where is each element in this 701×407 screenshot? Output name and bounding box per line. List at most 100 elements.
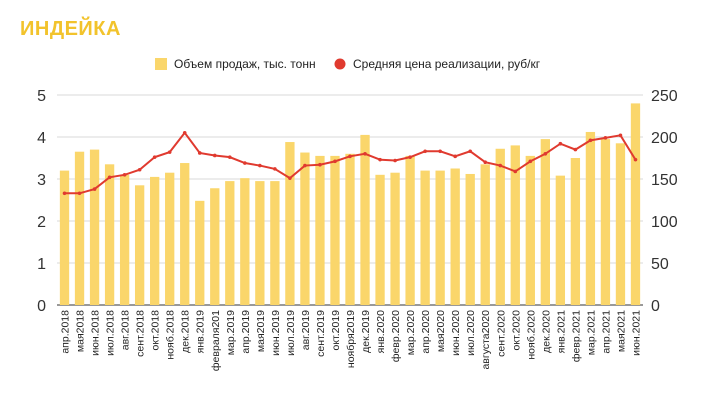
category-label: июл.2019 [285,310,297,356]
category-label: авг.2018 [120,310,132,350]
bar [375,174,385,305]
bar [255,181,265,305]
category-label: августа2020 [480,310,492,370]
line-point [243,161,247,165]
bar [165,172,175,305]
bar [540,139,550,305]
right-axis-ticks: 0 50 100 150 200 250 [651,88,678,315]
bar [450,168,460,305]
bar [585,131,596,305]
bar [270,181,280,305]
line-point [543,152,548,156]
legend: Объем продаж, тыс. тонн Средняя цена реа… [155,57,541,71]
category-label: апр.2019 [240,310,252,354]
category-label: окт.2018 [150,310,162,351]
bar [465,173,475,305]
legend-line-label: Средняя цена реализации, руб/кг [353,57,541,71]
category-label: янв.2021 [555,310,567,353]
line-point [288,176,292,180]
line-point [363,152,367,156]
category-label: июн.2020 [450,310,462,356]
line-point [348,154,352,159]
legend-bar-swatch [155,58,167,70]
bar [180,163,190,305]
left-axis-ticks: 0 1 2 3 4 5 [37,88,46,315]
bar [345,153,355,305]
bar [134,185,145,305]
left-axis-tick-label: 3 [37,172,46,189]
bar [150,176,160,305]
bar [405,155,415,305]
bar [240,178,250,305]
line-point [212,153,217,158]
right-axis-tick-label: 150 [651,172,678,189]
line-point [603,136,608,140]
line-point [303,163,307,168]
line-point [528,159,533,164]
category-label: авг.2019 [300,310,312,350]
line-point [182,131,187,135]
category-label: ноября2019 [345,310,357,368]
line-point [333,159,337,164]
category-label: нояб.2018 [165,310,177,360]
category-label: янв.2020 [375,310,387,353]
bar [510,145,520,305]
line-point [92,187,97,191]
line-point [438,149,442,154]
bar [119,174,130,305]
line-point [558,141,563,146]
bar [390,172,400,305]
line-point [197,151,202,155]
line-point [378,157,382,162]
category-label: янв.2019 [195,310,207,353]
category-label: окт.2019 [330,310,342,351]
right-axis-tick-label: 100 [651,214,678,231]
left-axis-tick-label: 0 [37,298,46,315]
category-label: дек.2020 [540,310,552,353]
bar [630,103,641,306]
bar [315,155,325,305]
bar [89,149,100,305]
bar [195,200,205,305]
category-label: дек.2018 [180,310,192,353]
line-series [62,131,638,196]
right-axis-tick-label: 0 [651,298,660,315]
line-point [408,155,412,159]
line-point [498,163,503,168]
category-label: июн.2018 [90,310,102,356]
bar [570,158,581,305]
category-label: дек.2019 [360,310,372,353]
line-point [152,155,157,159]
category-label: мар.2020 [405,310,417,355]
left-axis-tick-label: 1 [37,256,46,273]
bar [495,148,505,305]
category-label: нояб.2020 [525,310,537,360]
line-point [62,191,67,196]
line-point [258,163,262,168]
legend-bar-label: Объем продаж, тыс. тонн [174,57,316,71]
category-label: сент.2020 [495,310,507,357]
category-label: апр.2018 [60,310,72,354]
right-axis-tick-label: 50 [651,256,669,273]
line-point [423,149,427,154]
category-label: мая2020 [435,310,447,352]
left-axis-tick-label: 5 [37,88,46,105]
line-point [573,147,578,152]
category-label: июн.2021 [630,310,642,356]
bar [330,155,340,305]
bar [104,164,115,305]
line-point [633,157,638,162]
category-label: сент.2018 [135,310,147,357]
bar [74,151,85,305]
line-point [122,173,127,177]
category-labels: апр.2018 мая2018 июн.2018 июл.2018 авг.2018 с… [60,310,643,371]
category-label: февр.2021 [570,310,582,362]
category-label: февраля201 [210,310,222,371]
category-label: февр.2020 [390,310,402,362]
bar [420,170,430,305]
category-label: мая2021 [615,310,627,352]
line-point [513,169,518,174]
bar [525,155,535,305]
line-point [453,154,457,159]
line-point [393,158,397,163]
